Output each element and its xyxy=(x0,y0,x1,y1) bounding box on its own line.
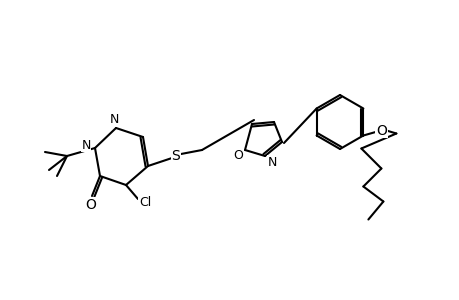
Text: N: N xyxy=(109,112,118,125)
Text: O: O xyxy=(233,148,242,161)
Text: O: O xyxy=(375,124,386,137)
Text: Cl: Cl xyxy=(139,196,151,209)
Text: N: N xyxy=(267,155,276,169)
Text: N: N xyxy=(81,139,90,152)
Text: O: O xyxy=(85,198,96,212)
Text: S: S xyxy=(171,149,180,163)
